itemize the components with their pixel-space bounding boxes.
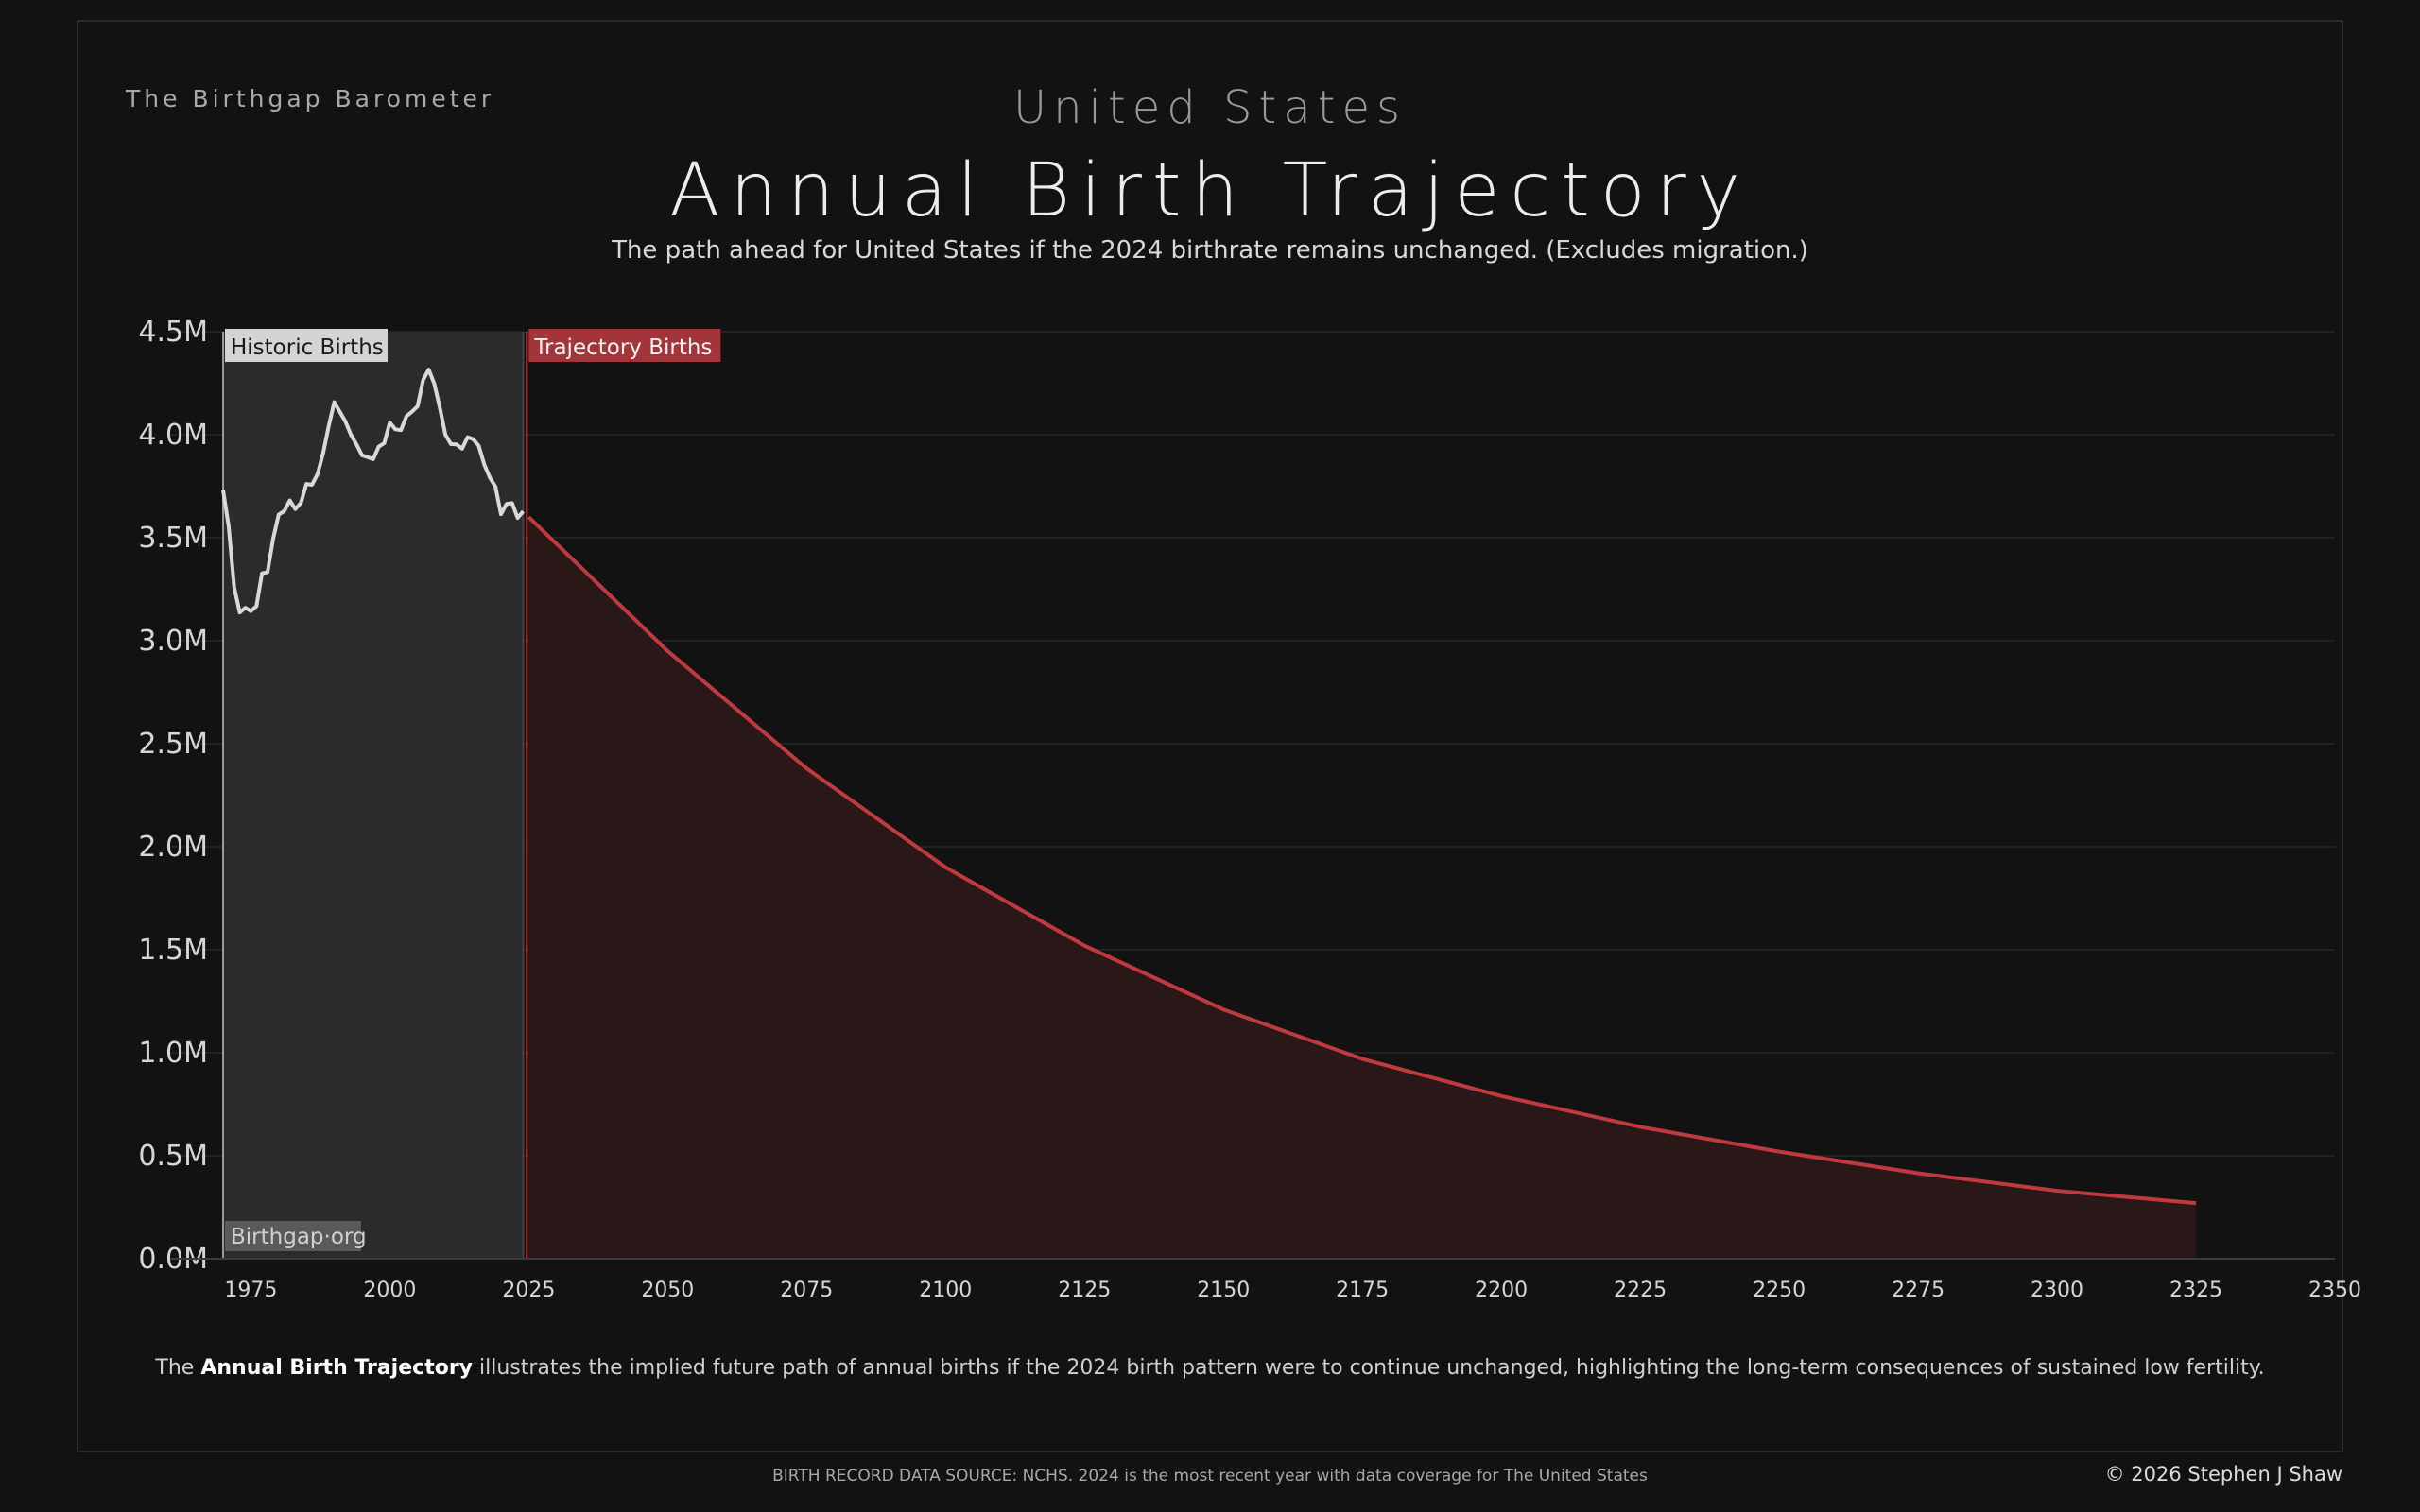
chart-frame (77, 20, 2343, 1452)
caption-bold: Annual Birth Trajectory (200, 1356, 474, 1380)
x-tick-label: 2250 (1753, 1279, 1806, 1302)
x-tick-label: 1975 (224, 1279, 277, 1302)
y-tick-label: 3.5M (138, 522, 208, 555)
y-tick-label: 0.5M (138, 1140, 208, 1173)
chart-subtitle: The path ahead for United States if the … (612, 236, 1808, 265)
historic-band (223, 332, 524, 1259)
y-tick-label: 4.0M (138, 419, 208, 452)
historic-births-label: Historic Births (231, 335, 384, 360)
x-tick-label: 2275 (1892, 1279, 1945, 1302)
y-tick-label: 1.5M (138, 934, 208, 967)
trajectory-births-label-bg (528, 329, 721, 362)
series-lines (221, 332, 2197, 1259)
data-source-note: BIRTH RECORD DATA SOURCE: NCHS. 2024 is … (772, 1467, 1648, 1486)
x-tick-label: 2150 (1197, 1279, 1250, 1302)
annotations: Historic Births Trajectory Births Birthg… (225, 329, 721, 1251)
y-tick-label: 1.0M (138, 1037, 208, 1070)
y-tick-label: 3.0M (138, 625, 208, 658)
x-tick-label: 2225 (1614, 1279, 1667, 1302)
x-tick-label: 2000 (363, 1279, 416, 1302)
y-tick-label: 2.0M (138, 831, 208, 864)
copyright-notice: © 2026 Stephen J Shaw (2104, 1463, 2342, 1486)
x-tick-label: 2325 (2169, 1279, 2222, 1302)
x-tick-label: 2350 (2308, 1279, 2361, 1302)
x-tick-label: 2200 (1475, 1279, 1528, 1302)
country-heading: United States (1012, 81, 1408, 134)
x-tick-label: 2300 (2031, 1279, 2083, 1302)
x-tick-label: 2100 (919, 1279, 972, 1302)
y-tick-label: 2.5M (138, 728, 208, 761)
chart-caption: The Annual Birth Trajectory illustrates … (0, 1356, 2420, 1380)
x-tick-label: 2125 (1058, 1279, 1111, 1302)
x-tick-label: 2075 (780, 1279, 833, 1302)
series-areas (223, 332, 2197, 1259)
trajectory-area (528, 517, 2197, 1259)
x-tick-label: 2175 (1336, 1279, 1389, 1302)
historic-births-line (221, 368, 525, 615)
x-tick-label: 2050 (641, 1279, 694, 1302)
site-watermark-bg (225, 1221, 361, 1251)
caption-prefix: The (155, 1356, 201, 1380)
brand-label: The Birthgap Barometer (126, 85, 495, 112)
trajectory-births-line (527, 515, 2197, 1206)
historic-births-label-bg (225, 329, 388, 362)
caption-suffix: illustrates the implied future path of a… (473, 1356, 2265, 1380)
site-watermark: Birthgap·org (231, 1225, 367, 1249)
x-tick-label: 2025 (502, 1279, 555, 1302)
y-tick-label: 4.5M (138, 316, 208, 349)
trajectory-births-label: Trajectory Births (533, 335, 712, 360)
page-title: Annual Birth Trajectory (669, 148, 1751, 233)
axes: 0.0M0.5M1.0M1.5M2.0M2.5M3.0M3.5M4.0M4.5M… (138, 316, 2361, 1302)
